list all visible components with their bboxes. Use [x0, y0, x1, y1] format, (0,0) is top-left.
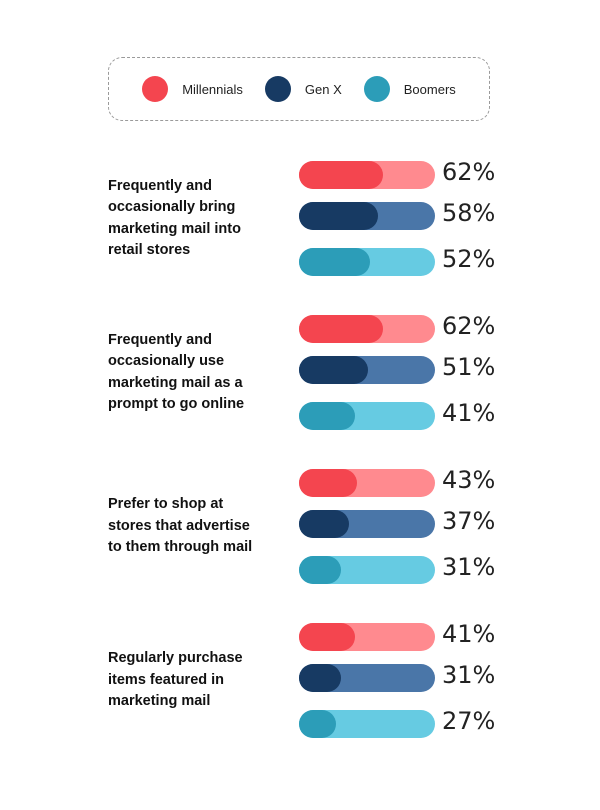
legend-swatch [363, 76, 390, 102]
category-label-line: Prefer to shop at [108, 496, 224, 513]
legend-swatch [142, 76, 169, 102]
category-label-line: marketing mail [108, 693, 211, 710]
category-label-line: stores that advertise [108, 517, 250, 534]
bar-fill [299, 710, 336, 738]
bar-fill [299, 315, 384, 343]
legend-label: Boomers [403, 81, 456, 97]
category-label-line: occasionally use [108, 353, 225, 369]
category-label: Frequently and occasionally use marketing … [108, 330, 288, 416]
bar-fill [299, 356, 369, 384]
category-label-line: Frequently and [108, 177, 212, 194]
category-label: Frequently and occasionally bring marketin… [108, 176, 288, 262]
legend-label: Gen X [304, 81, 342, 97]
bar-fill [299, 469, 358, 497]
legend-label: Millennials [182, 81, 243, 97]
category-label-line: marketing mail into [108, 220, 241, 237]
category-label-line: occasionally bring [108, 199, 236, 215]
bar-value-label: 41% [442, 620, 496, 648]
category-label: Regularly purchase items featured in marke… [108, 648, 288, 713]
bar-value-label: 41% [442, 399, 496, 427]
bar-value-label: 27% [442, 707, 496, 735]
bar-value-label: 31% [442, 661, 496, 689]
legend-swatch [264, 76, 291, 102]
category-label-line: prompt to go online [108, 396, 245, 412]
bar-fill [299, 623, 355, 651]
category-label-line: marketing mail as a [108, 374, 243, 391]
category-label: Prefer to shop at stores that advertise to… [108, 494, 288, 559]
category-label-line: items featured in [108, 671, 225, 688]
bar-value-label: 62% [442, 312, 496, 340]
bar-fill [299, 664, 342, 692]
bar-fill [299, 248, 370, 276]
legend-item-gen-x: Gen X [264, 76, 342, 102]
category-label-line: retail stores [108, 242, 191, 258]
category-label-line: to them through mail [108, 539, 253, 556]
bar-fill [299, 556, 342, 584]
bar-value-label: 31% [442, 553, 496, 581]
bar-value-label: 62% [442, 158, 496, 186]
category-label-line: Regularly purchase [108, 650, 243, 667]
bar-value-label: 51% [442, 353, 496, 381]
legend-item-boomers: Boomers [363, 76, 456, 102]
bar-fill [299, 510, 350, 538]
bar-value-label: 52% [442, 245, 496, 273]
bar-value-label: 43% [442, 466, 496, 494]
bar-fill [299, 402, 355, 430]
category-label-line: Frequently and [108, 331, 212, 348]
bar-fill [299, 202, 378, 230]
legend-item-millennials: Millennials [142, 76, 243, 102]
bar-fill [299, 161, 384, 189]
legend: Millennials Gen X Boomers [108, 57, 490, 121]
bar-value-label: 37% [442, 507, 496, 535]
bar-value-label: 58% [442, 199, 496, 227]
